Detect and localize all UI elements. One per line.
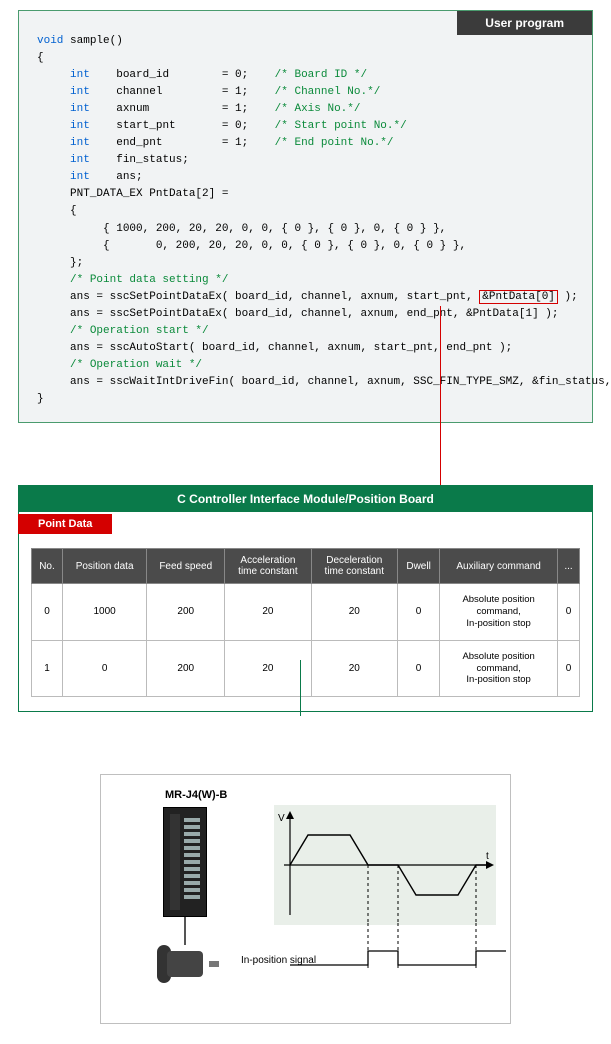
table-header: Decelerationtime constant — [311, 549, 397, 584]
mrj-label: MR-J4(W)-B — [165, 789, 227, 801]
user-program-panel: User program void sample() { int board_i… — [18, 10, 593, 423]
point-data-tag: Point Data — [18, 514, 112, 534]
table-header: Accelerationtime constant — [225, 549, 311, 584]
table-row: 0100020020200Absolute positioncommand,In… — [32, 584, 580, 641]
point-data-table: No.Position dataFeed speedAccelerationti… — [31, 548, 580, 697]
module-motor-line — [184, 917, 186, 945]
cc-panel: C Controller Interface Module/Position B… — [18, 485, 593, 712]
table-header: Position data — [62, 549, 146, 584]
table-header: ... — [558, 549, 580, 584]
page: User program void sample() { int board_i… — [0, 0, 611, 1044]
motor-icon — [157, 945, 213, 985]
table-header: Dwell — [397, 549, 439, 584]
table-header-row: No.Position dataFeed speedAccelerationti… — [32, 549, 580, 584]
connector-red-v — [440, 306, 441, 492]
table-header: Feed speed — [147, 549, 225, 584]
cc-header: C Controller Interface Module/Position B… — [19, 486, 592, 512]
table-header: Auxiliary command — [440, 549, 558, 584]
diagram-panel: MR-J4(W)-B Vt In-position signal — [100, 774, 511, 1024]
servo-module-icon — [163, 807, 207, 917]
user-program-code: void sample() { int board_id = 0; /* Boa… — [37, 33, 574, 408]
user-program-tag: User program — [457, 11, 592, 35]
table-row: 1020020200Absolute positioncommand,In-po… — [32, 640, 580, 697]
connector-green-v — [300, 660, 301, 716]
inposition-label: In-position signal — [241, 955, 316, 966]
table-header: No. — [32, 549, 63, 584]
